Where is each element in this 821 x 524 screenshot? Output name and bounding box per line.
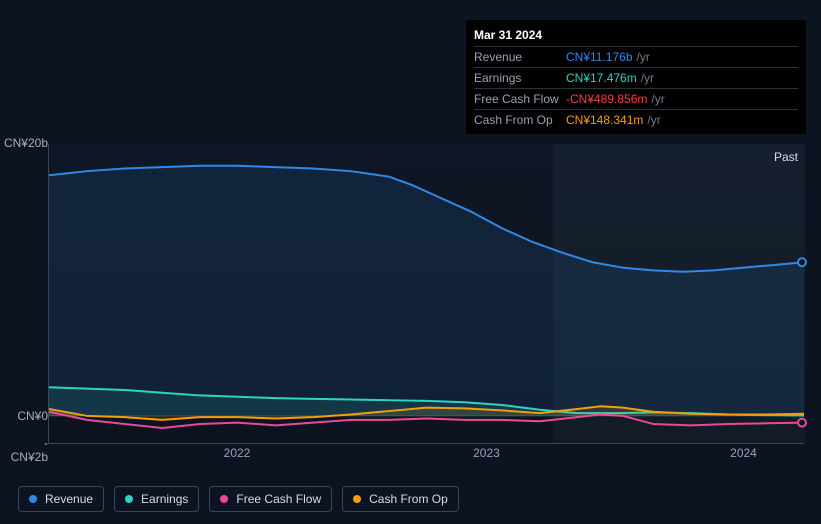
- plot-area[interactable]: Past: [48, 144, 804, 444]
- tooltip-table: RevenueCN¥11.176b/yrEarningsCN¥17.476m/y…: [474, 46, 798, 130]
- x-axis-label: 2024: [730, 446, 757, 460]
- chart-legend: Revenue Earnings Free Cash Flow Cash From O…: [18, 486, 459, 512]
- legend-label: Revenue: [45, 492, 93, 506]
- series-end-marker: [798, 258, 806, 266]
- x-axis-label: 2023: [473, 446, 500, 460]
- legend-swatch: [125, 495, 133, 503]
- tooltip-row: RevenueCN¥11.176b/yr: [474, 47, 798, 68]
- legend-item[interactable]: Cash From Op: [342, 486, 459, 512]
- tooltip-row-value: CN¥11.176b/yr: [566, 47, 798, 68]
- legend-label: Cash From Op: [369, 492, 448, 506]
- tooltip-date: Mar 31 2024: [474, 24, 798, 46]
- legend-item[interactable]: Revenue: [18, 486, 104, 512]
- tooltip-row-value: -CN¥489.856m/yr: [566, 89, 798, 110]
- y-axis-label: CN¥0: [17, 409, 48, 423]
- tooltip-row-label: Free Cash Flow: [474, 89, 566, 110]
- legend-swatch: [353, 495, 361, 503]
- y-axis-label: CN¥20b: [4, 136, 48, 150]
- financials-chart: CN¥20bCN¥0-CN¥2b Past 202220232024: [18, 120, 804, 510]
- y-axis-label: -CN¥2b: [11, 436, 48, 464]
- series-area-revenue: [49, 166, 804, 416]
- tooltip-row: Free Cash Flow-CN¥489.856m/yr: [474, 89, 798, 110]
- tooltip-row-label: Revenue: [474, 47, 566, 68]
- legend-label: Free Cash Flow: [236, 492, 321, 506]
- x-axis: 2022 2023 2024: [48, 446, 804, 466]
- legend-item[interactable]: Earnings: [114, 486, 199, 512]
- legend-swatch: [29, 495, 37, 503]
- chart-tooltip: Mar 31 2024 RevenueCN¥11.176b/yrEarnings…: [466, 20, 806, 134]
- tooltip-row: EarningsCN¥17.476m/yr: [474, 68, 798, 89]
- tooltip-row-label: Earnings: [474, 68, 566, 89]
- x-axis-label: 2022: [224, 446, 251, 460]
- tooltip-row-value: CN¥17.476m/yr: [566, 68, 798, 89]
- legend-item[interactable]: Free Cash Flow: [209, 486, 332, 512]
- legend-swatch: [220, 495, 228, 503]
- legend-label: Earnings: [141, 492, 188, 506]
- series-end-marker: [798, 419, 806, 427]
